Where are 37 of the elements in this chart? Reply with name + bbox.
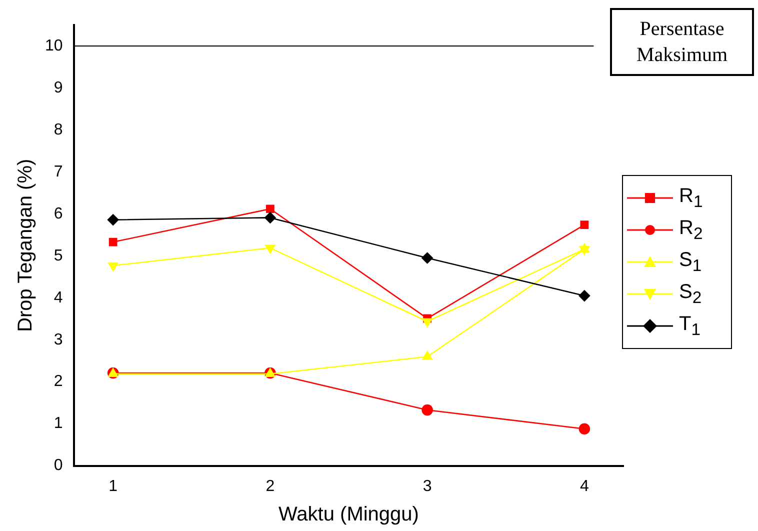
legend-label: T$_{1}$ bbox=[679, 312, 700, 340]
x-tick-label: 3 bbox=[422, 478, 432, 495]
point bbox=[266, 204, 274, 214]
y-tick-label: 5 bbox=[54, 247, 63, 264]
point bbox=[580, 220, 589, 230]
x-tick-label: 2 bbox=[266, 478, 275, 495]
point bbox=[422, 351, 432, 360]
y-tick-label: 4 bbox=[54, 289, 63, 306]
point bbox=[108, 238, 118, 246]
point bbox=[422, 318, 432, 328]
x-tick-label: 1 bbox=[108, 478, 118, 495]
point bbox=[578, 423, 590, 435]
y-axis-title: Drop Tegangan (%) bbox=[14, 158, 37, 332]
x-tick-label: 4 bbox=[580, 478, 589, 495]
y-tick-label: 2 bbox=[54, 373, 63, 390]
y-tick-label: 0 bbox=[54, 457, 63, 474]
legend-label: S$_{1}$ bbox=[679, 248, 702, 276]
point bbox=[107, 214, 119, 226]
point bbox=[265, 244, 276, 254]
legend-label: R$_{1}$ bbox=[679, 184, 703, 212]
x-axis-title: Waktu (Minggu) bbox=[278, 504, 419, 526]
point bbox=[108, 262, 118, 272]
point bbox=[422, 404, 433, 416]
y-tick-label: 1 bbox=[54, 415, 63, 432]
y-tick-label: 3 bbox=[54, 331, 63, 348]
y-tick-label: 7 bbox=[54, 163, 63, 180]
y-tick-label: 9 bbox=[54, 79, 63, 96]
point bbox=[579, 246, 590, 255]
point bbox=[578, 290, 590, 302]
y-tick-label: 8 bbox=[54, 121, 63, 138]
y-tick-label: 6 bbox=[54, 205, 63, 222]
legend-label: R$_{2}$ bbox=[679, 216, 703, 244]
ref-line-label: Persentase Maksimum bbox=[610, 8, 754, 76]
point bbox=[422, 252, 433, 264]
y-tick-label: 10 bbox=[45, 37, 63, 54]
point bbox=[264, 212, 276, 224]
legend-label: S$_{2}$ bbox=[679, 280, 702, 308]
